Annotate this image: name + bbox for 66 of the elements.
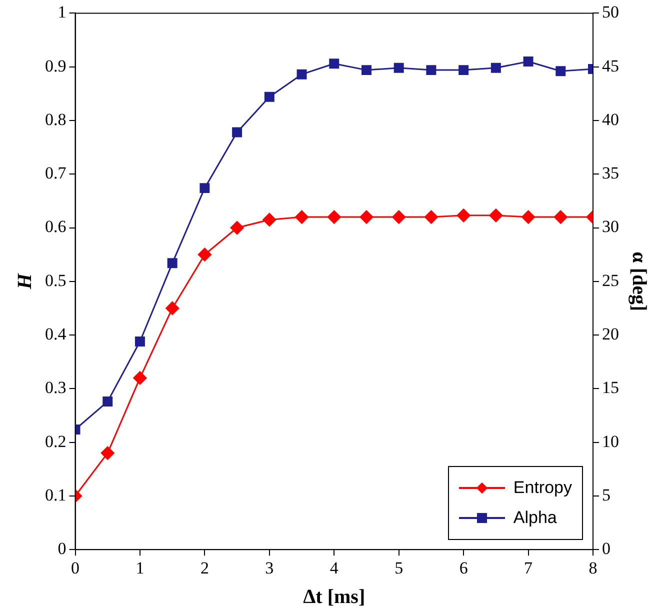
point [230, 221, 244, 235]
y2-tick-label: 35 [602, 164, 619, 183]
point [329, 58, 340, 69]
point [489, 208, 503, 222]
x-axis-title: Δt [ms] [303, 586, 366, 608]
x-tick-label: 3 [265, 558, 274, 578]
y-tick-label: 0.3 [45, 378, 66, 398]
y-tick-label: 1 [58, 2, 66, 22]
x-tick-label: 1 [136, 558, 144, 578]
y-tick-label: 0 [58, 539, 66, 558]
y2-tick-label: 10 [602, 432, 619, 451]
x-tick-label: 5 [394, 558, 404, 578]
point [134, 336, 145, 346]
point [392, 210, 406, 224]
point [394, 62, 404, 73]
point [264, 92, 274, 102]
y-tick-label: 0.9 [45, 56, 66, 76]
y2-tick-label: 50 [602, 2, 619, 22]
y2-tick-label: 40 [602, 110, 619, 129]
y-tick-label: 0.2 [45, 432, 66, 451]
point [200, 183, 210, 194]
point [456, 208, 470, 222]
y2-tick-label: 25 [602, 270, 619, 290]
point [523, 56, 534, 66]
y-tick-label: 0.8 [45, 110, 66, 129]
y-tick-label: 0.1 [45, 485, 66, 504]
point [490, 62, 501, 73]
point [522, 210, 536, 224]
y2-tick-label: 30 [602, 217, 619, 236]
x-tick-label: 4 [330, 558, 339, 578]
point [198, 248, 212, 262]
x-tick-label: 8 [588, 558, 598, 578]
point [102, 396, 113, 407]
point [262, 212, 276, 226]
legend-label: Alpha [513, 508, 557, 528]
point [554, 210, 568, 224]
y2-tick-label: 0 [602, 539, 610, 558]
y-axis-title: H [14, 272, 36, 290]
y-tick-label: 0.6 [45, 217, 66, 236]
point [133, 371, 147, 385]
y2-tick-label: 20 [602, 324, 619, 344]
point [232, 127, 242, 138]
x-tick-label: 2 [200, 558, 209, 578]
y2-tick-label: 45 [602, 56, 619, 76]
point [458, 65, 469, 76]
x-tick-label: 0 [71, 558, 80, 578]
point [166, 301, 180, 315]
point [296, 69, 307, 80]
y2-tick-label: 5 [602, 485, 610, 504]
y-tick-label: 0.7 [45, 164, 67, 183]
point [360, 210, 374, 224]
y-tick-label: 0.4 [45, 324, 67, 344]
y2-axis-title: α [deg] [628, 252, 650, 312]
x-tick-label: 7 [524, 558, 534, 578]
point [167, 258, 178, 268]
point [426, 65, 436, 76]
point [556, 66, 566, 76]
legend-label: Entropy [513, 478, 572, 498]
y2-tick-label: 15 [602, 378, 619, 398]
point [361, 65, 372, 76]
y-tick-label: 0.5 [45, 270, 66, 290]
x-tick-label: 6 [459, 558, 468, 578]
point [327, 210, 341, 224]
point [100, 446, 114, 460]
point [424, 210, 438, 224]
point [295, 210, 309, 224]
